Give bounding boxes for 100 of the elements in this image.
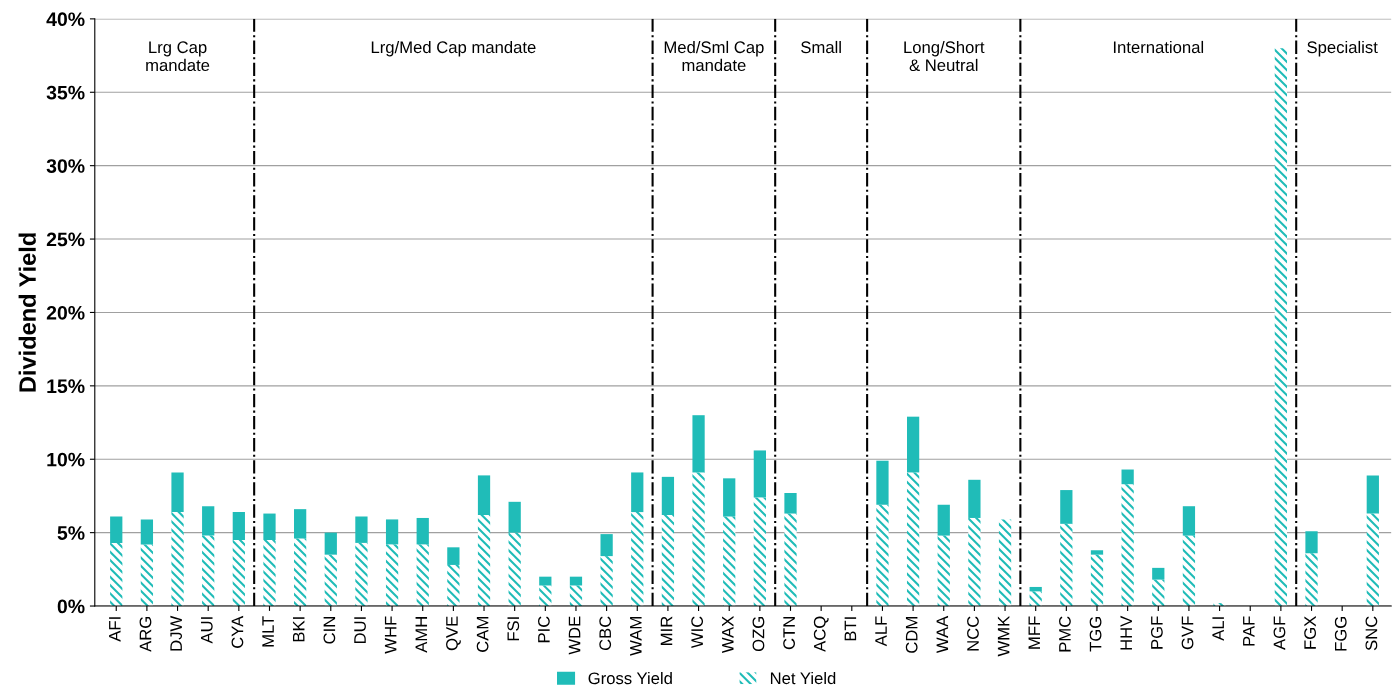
bar	[723, 516, 736, 607]
x-tick-label: OZG	[752, 617, 765, 652]
bar	[202, 535, 215, 607]
bar	[1060, 490, 1073, 524]
bar	[294, 538, 307, 607]
bar	[631, 512, 644, 607]
bar	[263, 513, 276, 540]
x-tick-label: PAF	[1243, 616, 1255, 646]
x-tick-label: CDM	[905, 617, 918, 653]
x-tick-label: MFF	[1028, 616, 1040, 649]
x-tick-label: FGG	[1334, 617, 1347, 651]
x-tick-label: DJW	[170, 615, 183, 651]
annotation: Med/Sml Cap mandate	[664, 40, 764, 72]
bar	[600, 534, 613, 557]
bar	[1305, 531, 1318, 554]
bar	[202, 506, 215, 536]
bar	[906, 416, 920, 473]
bar	[171, 472, 184, 513]
bar	[968, 479, 981, 518]
y-tick-label: 5%	[57, 526, 85, 540]
x-tick-label: CIN	[323, 617, 336, 644]
bar	[232, 512, 245, 540]
x-tick-label: CYA	[231, 615, 244, 648]
x-tick-label: AUI	[201, 617, 213, 644]
y-tick-label: 40%	[46, 12, 85, 27]
x-tick-label: FGX	[1304, 616, 1316, 649]
x-tick-label: AGF	[1273, 616, 1286, 650]
bar	[1182, 535, 1196, 607]
x-tick-label: CBC	[599, 616, 612, 651]
x-tick-label: ALF	[875, 616, 887, 647]
x-tick-label: DUI	[354, 617, 366, 644]
bar	[539, 585, 552, 607]
x-tick-label: AFI	[109, 617, 121, 642]
bar	[385, 519, 399, 545]
bar	[1090, 550, 1104, 555]
bar	[784, 513, 797, 607]
annotation: Lrg/Med Cap mandate	[371, 40, 536, 57]
bar	[508, 532, 521, 607]
annotation: Long/Short & Neutral	[904, 40, 985, 72]
bar	[416, 517, 429, 545]
x-tick-label: BTI	[844, 617, 857, 641]
bar	[1029, 591, 1042, 607]
y-tick-label: 0%	[57, 599, 85, 614]
x-tick-label: MLT	[262, 616, 274, 647]
bar	[1274, 48, 1288, 607]
annotation: International	[1113, 40, 1204, 54]
bar	[355, 516, 368, 543]
bar	[1182, 506, 1196, 536]
bar	[784, 493, 797, 514]
bar	[140, 544, 154, 607]
x-tick-label: FSI	[507, 617, 520, 641]
bar	[753, 497, 766, 607]
x-tick-label: ACQ	[813, 616, 829, 652]
x-tick-label: WMK	[997, 615, 1010, 657]
y-tick-label: 25%	[46, 232, 85, 247]
bar	[723, 478, 736, 517]
bar	[1090, 554, 1104, 607]
x-tick-label: MIR	[660, 616, 673, 645]
bar	[110, 542, 123, 607]
bar	[324, 554, 337, 607]
bar	[569, 585, 583, 607]
y-tick-label: 20%	[46, 305, 85, 320]
annotation: Specialist	[1307, 40, 1378, 57]
x-tick-label: ALI	[1212, 617, 1224, 641]
annotation: Small	[801, 40, 841, 54]
bar	[661, 476, 675, 516]
bar	[906, 472, 920, 607]
bar	[477, 475, 491, 516]
bar	[1305, 553, 1318, 607]
x-tick-label: PIC	[537, 616, 550, 643]
bar	[876, 460, 889, 505]
x-tick-label: ARG	[139, 617, 152, 652]
bar	[1060, 523, 1073, 607]
bar	[876, 504, 889, 607]
y-tick-label: 10%	[47, 452, 85, 467]
bar	[355, 542, 368, 607]
x-tick-label: CTN	[783, 617, 795, 650]
y-axis-title: Dividend Yield	[18, 233, 36, 392]
bar	[661, 515, 675, 607]
bar	[1152, 567, 1165, 580]
x-tick-label: PMC	[1059, 616, 1071, 652]
x-tick-label: WAA	[936, 615, 949, 654]
x-tick-label: NCC	[967, 616, 979, 651]
legend-label: Net Yield	[770, 671, 836, 685]
x-tick-label: HHV	[1120, 615, 1132, 650]
x-tick-label: WHF	[384, 616, 397, 654]
y-tick-label: 15%	[47, 379, 85, 394]
x-tick-label: QVE	[446, 616, 461, 651]
y-tick-label: 35%	[46, 85, 85, 100]
bar	[1121, 484, 1134, 607]
bar	[692, 415, 705, 473]
x-tick-label: BKI	[292, 617, 305, 642]
bar	[1152, 579, 1165, 607]
bar	[692, 472, 705, 607]
bar	[416, 544, 429, 607]
x-tick-label: WAM	[630, 617, 642, 656]
bar	[753, 450, 766, 498]
bar	[1366, 513, 1379, 607]
bar	[140, 519, 154, 545]
x-tick-label: PGF	[1150, 616, 1163, 649]
